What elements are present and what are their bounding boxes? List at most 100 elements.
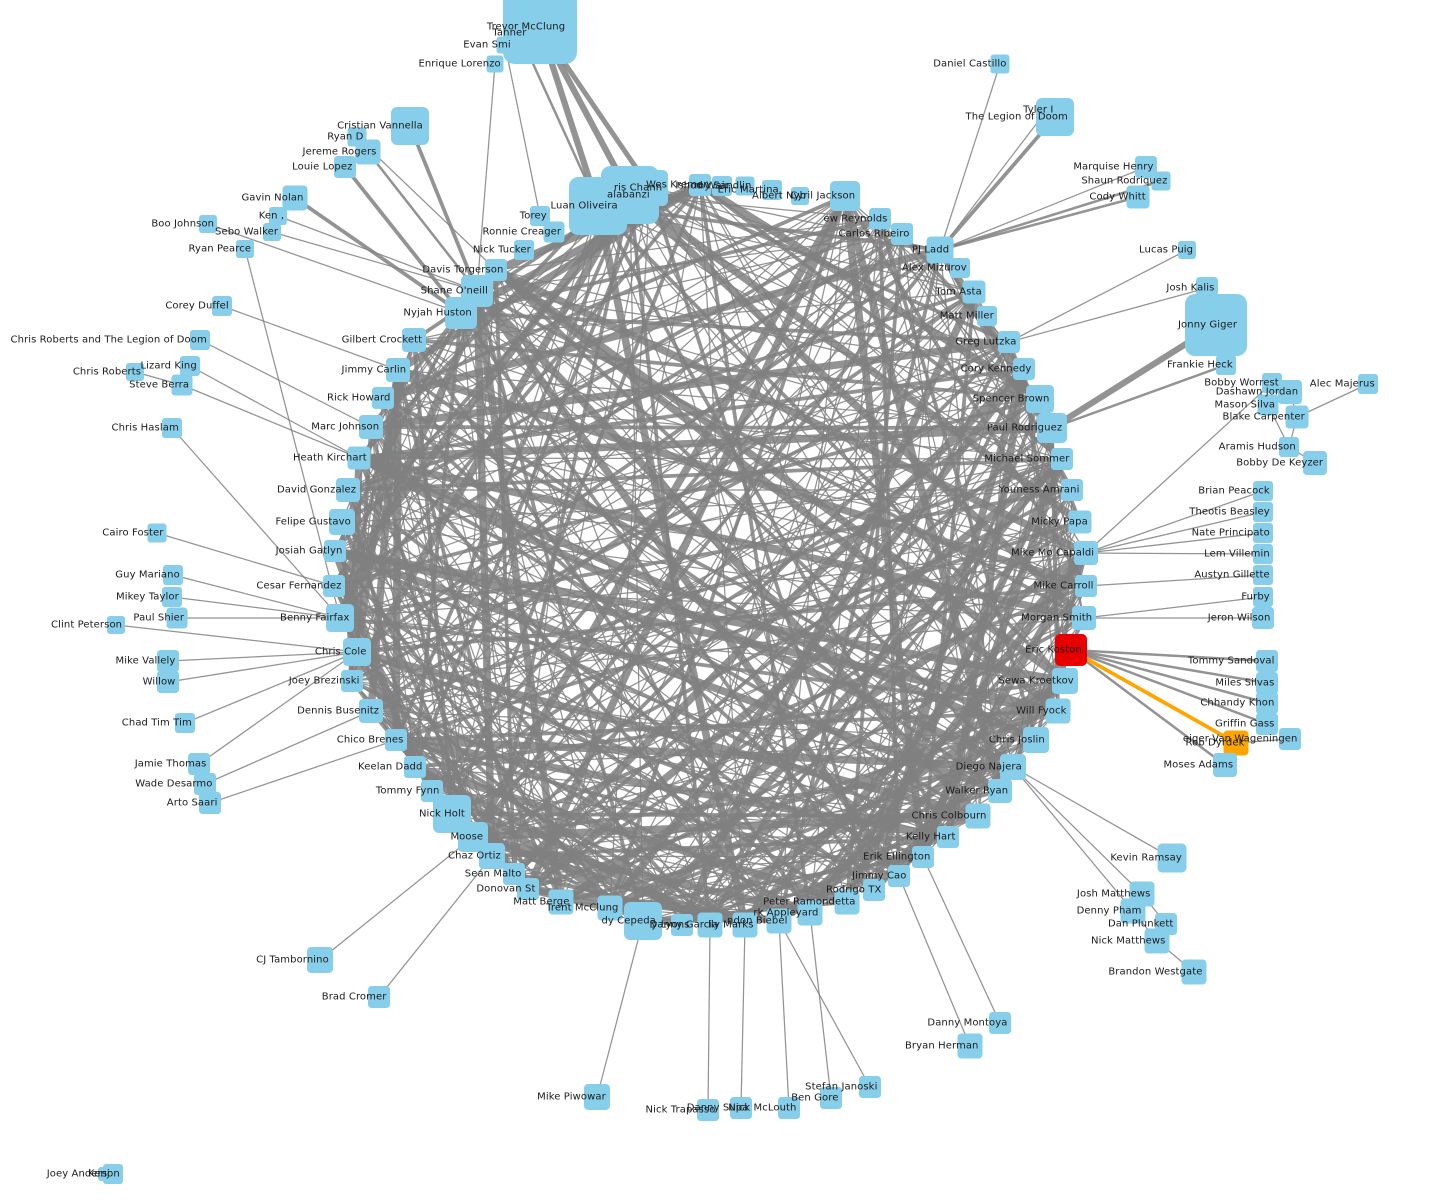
graph-node[interactable] [1285,405,1309,429]
graph-node[interactable] [157,650,179,672]
graph-node[interactable] [869,208,891,230]
graph-node[interactable] [1253,523,1273,543]
graph-node[interactable] [830,181,860,211]
graph-node[interactable] [391,107,429,145]
graph-node[interactable] [355,139,381,165]
graph-node[interactable] [624,902,662,940]
graph-node[interactable] [166,607,188,629]
graph-node[interactable] [1157,843,1187,873]
graph-node[interactable] [359,699,383,723]
graph-node[interactable] [1253,544,1273,564]
graph-node[interactable] [1256,672,1278,694]
graph-node[interactable] [1055,634,1087,666]
graph-node[interactable] [508,22,530,44]
graph-node[interactable] [697,912,723,938]
graph-node[interactable] [989,1012,1011,1034]
graph-node[interactable] [157,671,179,693]
graph-node[interactable] [990,54,1010,74]
graph-node[interactable] [1026,385,1054,413]
graph-node[interactable] [766,908,792,934]
graph-node[interactable] [712,176,732,196]
graph-node[interactable] [1196,277,1218,299]
graph-node[interactable] [1074,541,1098,565]
graph-node[interactable] [188,753,210,775]
graph-node[interactable] [386,358,410,382]
graph-node[interactable] [1068,510,1092,534]
graph-node[interactable] [326,604,354,632]
graph-node[interactable] [1253,587,1273,607]
graph-node[interactable] [329,509,355,535]
graph-node[interactable] [1045,698,1071,724]
graph-node[interactable] [307,947,333,973]
graph-node[interactable] [372,387,394,409]
graph-node[interactable] [496,36,514,54]
graph-node[interactable] [762,180,782,200]
graph-node[interactable] [1037,413,1067,443]
graph-node[interactable] [336,478,360,502]
graph-node[interactable] [1178,241,1196,259]
graph-node[interactable] [517,878,539,900]
graph-node[interactable] [1126,185,1150,209]
graph-node[interactable] [1358,374,1378,394]
graph-node[interactable] [950,258,970,278]
graph-node[interactable] [212,296,232,316]
graph-node[interactable] [1256,692,1278,714]
graph-node[interactable] [1144,928,1170,954]
graph-node[interactable] [735,176,755,196]
graph-node[interactable] [689,174,711,196]
graph-node[interactable] [1303,451,1327,475]
graph-node[interactable] [820,1087,842,1109]
graph-node[interactable] [199,215,217,233]
graph-node[interactable] [126,363,144,381]
graph-node[interactable] [147,523,167,543]
graph-node[interactable] [402,328,426,352]
graph-node[interactable] [1185,294,1247,356]
graph-node[interactable] [1151,171,1171,191]
graph-node[interactable] [190,330,210,350]
graph-node[interactable] [368,986,390,1008]
graph-node[interactable] [584,1084,610,1110]
graph-node[interactable] [1120,898,1146,924]
graph-node[interactable] [385,729,407,751]
graph-node[interactable] [347,446,371,470]
graph-node[interactable] [957,1033,983,1059]
graph-node[interactable] [269,207,287,225]
graph-node[interactable] [834,889,860,915]
graph-node[interactable] [1262,373,1282,393]
graph-node[interactable] [863,879,885,901]
graph-node[interactable] [445,297,477,329]
graph-node[interactable] [730,1097,752,1119]
graph-node[interactable] [282,185,308,211]
graph-node[interactable] [937,826,959,848]
graph-node[interactable] [175,713,195,733]
graph-node[interactable] [1072,606,1096,630]
graph-node[interactable] [926,236,954,264]
graph-node[interactable] [1252,607,1274,629]
graph-node[interactable] [485,259,507,281]
graph-node[interactable] [486,55,504,73]
graph-node[interactable] [1257,394,1279,416]
graph-node[interactable] [1256,713,1278,735]
graph-node[interactable] [171,374,193,396]
graph-node[interactable] [1052,668,1078,694]
graph-node[interactable] [343,638,371,666]
graph-node[interactable] [1036,98,1074,136]
graph-node[interactable] [732,912,758,938]
graph-node[interactable] [162,418,182,438]
graph-node[interactable] [194,773,216,795]
graph-node[interactable] [1253,502,1273,522]
graph-node[interactable] [1279,728,1301,750]
graph-node[interactable] [548,889,574,915]
graph-node[interactable] [859,1076,881,1098]
graph-node[interactable] [1075,575,1097,597]
graph-node[interactable] [597,895,623,921]
graph-node[interactable] [888,865,910,887]
graph-node[interactable] [1051,448,1073,470]
graph-node[interactable] [1278,380,1302,404]
graph-node[interactable] [778,1097,800,1119]
graph-node[interactable] [1279,437,1299,457]
graph-node[interactable] [236,240,254,258]
graph-node[interactable] [359,415,383,439]
graph-node[interactable] [180,356,200,376]
